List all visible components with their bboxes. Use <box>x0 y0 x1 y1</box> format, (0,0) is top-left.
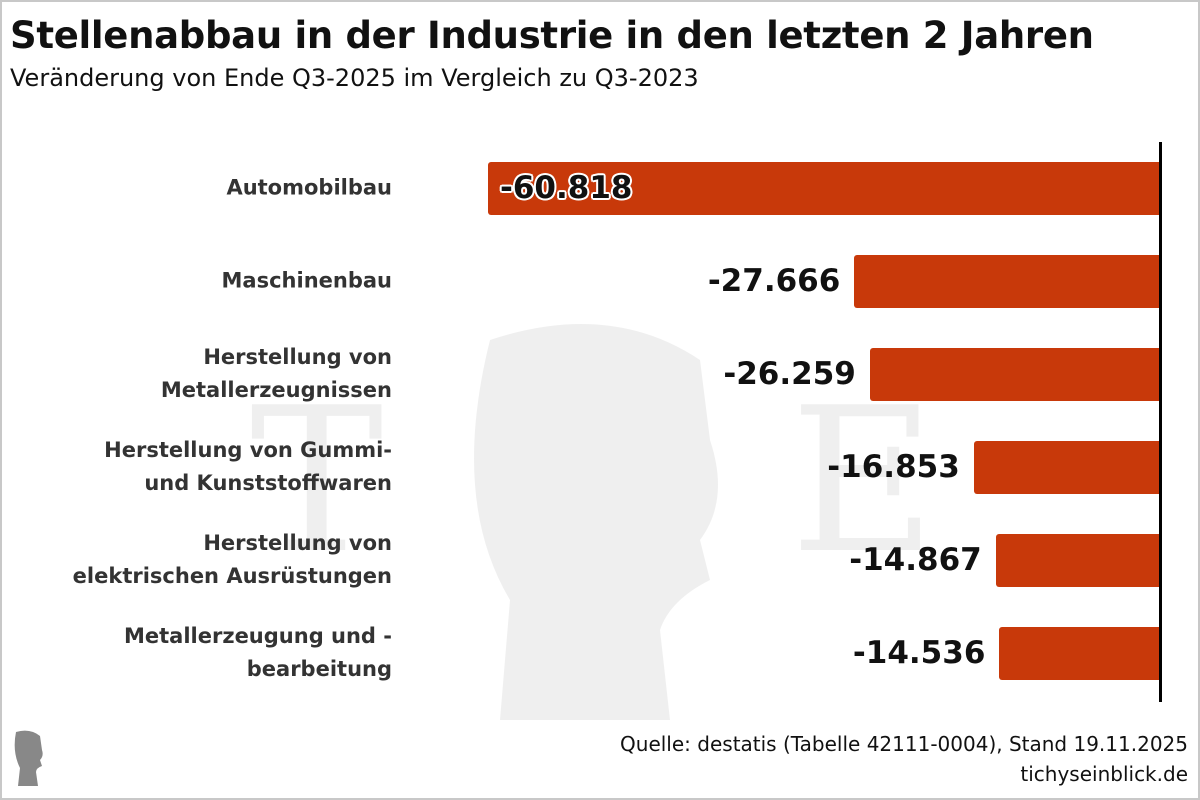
category-label-line: Herstellung von <box>203 531 392 555</box>
category-label-line: Herstellung von <box>203 345 392 369</box>
category-label: Automobilbau <box>0 172 392 205</box>
bar <box>488 161 1160 215</box>
category-label-line: Metallerzeugnissen <box>160 378 392 402</box>
svg-text:E: E <box>790 365 930 598</box>
watermark-logo: T E <box>250 324 930 720</box>
category-label-line: Metallerzeugung und - <box>124 624 392 648</box>
data-label: -16.853 <box>827 449 960 485</box>
zero-axis-line <box>1159 142 1162 702</box>
category-label-line: Automobilbau <box>226 175 392 200</box>
chart-title: Stellenabbau in der Industrie in den let… <box>10 14 1094 57</box>
data-label: -27.666 <box>707 263 841 299</box>
category-label-line: bearbeitung <box>246 657 392 681</box>
svg-text:T: T <box>250 365 383 598</box>
category-label: Herstellung von elektrischen Ausrüstungen <box>0 527 392 593</box>
site-name: tichyseinblick.de <box>1020 762 1188 786</box>
bar <box>854 254 1160 308</box>
data-label: -26.259 <box>723 356 856 392</box>
data-label: -14.536 <box>852 635 986 671</box>
category-label-line: elektrischen Ausrüstungen <box>72 564 392 588</box>
source-note: Quelle: destatis (Tabelle 42111-0004), S… <box>620 732 1188 756</box>
category-label: Maschinenbau <box>0 265 392 298</box>
brand-logo <box>14 730 43 786</box>
bar <box>869 347 1160 401</box>
category-label-line: und Kunststoffwaren <box>144 471 392 495</box>
bar <box>995 533 1160 587</box>
bar <box>999 626 1160 680</box>
data-label: -14.867 <box>849 542 982 578</box>
data-label: -60.818 <box>500 170 633 206</box>
category-label: Herstellung von Gummi-und Kunststoffware… <box>0 434 392 500</box>
category-label-line: Herstellung von Gummi- <box>104 438 392 462</box>
bar <box>973 440 1160 494</box>
category-label: Herstellung von Metallerzeugnissen <box>0 341 392 407</box>
category-label-line: Maschinenbau <box>221 268 392 293</box>
category-label: Metallerzeugung und - bearbeitung <box>0 620 392 686</box>
chart-subtitle: Veränderung von Ende Q3-2025 im Vergleic… <box>10 64 699 92</box>
